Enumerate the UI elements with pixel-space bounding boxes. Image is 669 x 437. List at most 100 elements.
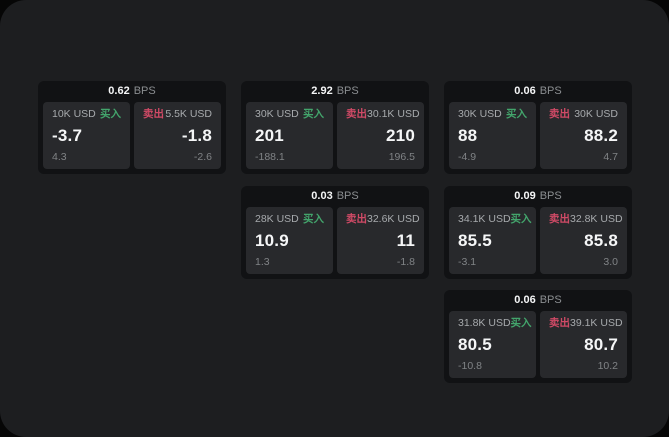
sell-price: -1.8 (181, 126, 212, 145)
card-header: 0.06 BPS (444, 81, 632, 102)
buy-tile-header: 34.1K USD 买入 (458, 213, 532, 225)
card-body: 30K USD 买入 201 -188.1 卖出 30.1K USD 210 1… (241, 102, 429, 174)
sell-sub-value: -1.8 (396, 255, 415, 268)
sell-sub-value: 10.2 (597, 359, 618, 372)
buy-sub-value: -4.9 (458, 150, 477, 163)
buy-tile-header: 30K USD 买入 (458, 109, 527, 120)
bps-unit-label: BPS (539, 294, 562, 306)
sell-sub-value: 3.0 (603, 255, 618, 268)
buy-price: 80.5 (458, 335, 492, 354)
bps-unit-label: BPS (336, 190, 359, 202)
buy-sub-value: 4.3 (52, 150, 67, 163)
quote-card: 0.06 BPS 31.8K USD 买入 80.5 -10.8 卖出 39.1… (444, 290, 632, 383)
sell-price: 88.2 (584, 126, 618, 145)
sell-size-label: 30.1K USD (367, 108, 420, 120)
card-body: 31.8K USD 买入 80.5 -10.8 卖出 39.1K USD 80.… (444, 311, 632, 383)
buy-side-tag: 买入 (506, 108, 527, 120)
sell-size-label: 5.5K USD (165, 108, 212, 120)
buy-tile-header: 10K USD 买入 (52, 109, 121, 120)
sell-tile[interactable]: 卖出 5.5K USD -1.8 -2.6 (134, 102, 221, 169)
sell-sub-value: -2.6 (193, 150, 212, 163)
sell-tile-header: 卖出 39.1K USD (549, 317, 623, 329)
buy-size-label: 31.8K USD (458, 317, 511, 329)
sell-side-tag: 卖出 (549, 213, 570, 225)
card-header: 2.92 BPS (241, 81, 429, 102)
buy-tile-header: 30K USD 买入 (255, 109, 324, 120)
card-header: 0.62 BPS (38, 81, 226, 102)
bps-unit-label: BPS (539, 85, 562, 97)
sell-tile-header: 卖出 32.8K USD (549, 213, 623, 225)
bps-value: 0.03 (311, 190, 333, 202)
sell-sub-value: 4.7 (603, 150, 618, 163)
sell-tile-header: 卖出 5.5K USD (143, 109, 212, 120)
sell-side-tag: 卖出 (143, 108, 164, 120)
sell-side-tag: 卖出 (549, 108, 570, 120)
buy-side-tag: 买入 (510, 213, 532, 225)
buy-size-label: 10K USD (52, 108, 96, 120)
sell-tile[interactable]: 卖出 32.8K USD 85.8 3.0 (540, 207, 627, 274)
sell-price: 210 (386, 126, 415, 145)
sell-price: 85.8 (584, 231, 618, 250)
bps-unit-label: BPS (539, 190, 562, 202)
card-body: 34.1K USD 买入 85.5 -3.1 卖出 32.8K USD 85.8… (444, 207, 632, 279)
bps-value: 2.92 (311, 85, 333, 97)
sell-size-label: 39.1K USD (570, 317, 623, 329)
sell-tile[interactable]: 卖出 32.6K USD 11 -1.8 (337, 207, 424, 274)
card-body: 28K USD 买入 10.9 1.3 卖出 32.6K USD 11 -1.8 (241, 207, 429, 279)
sell-tile-header: 卖出 30K USD (549, 109, 618, 120)
buy-price: -3.7 (52, 126, 83, 145)
buy-side-tag: 买入 (303, 213, 324, 225)
buy-size-label: 28K USD (255, 213, 299, 225)
buy-size-label: 34.1K USD (458, 213, 511, 225)
buy-tile[interactable]: 30K USD 买入 201 -188.1 (246, 102, 333, 169)
buy-tile[interactable]: 30K USD 买入 88 -4.9 (449, 102, 536, 169)
sell-price: 80.7 (584, 335, 618, 354)
sell-tile[interactable]: 卖出 30.1K USD 210 196.5 (337, 102, 424, 169)
buy-size-label: 30K USD (458, 108, 502, 120)
sell-side-tag: 卖出 (346, 108, 367, 120)
bps-value: 0.62 (108, 85, 130, 97)
buy-tile[interactable]: 10K USD 买入 -3.7 4.3 (43, 102, 130, 169)
buy-sub-value: -3.1 (458, 255, 477, 268)
buy-tile[interactable]: 28K USD 买入 10.9 1.3 (246, 207, 333, 274)
card-body: 30K USD 买入 88 -4.9 卖出 30K USD 88.2 4.7 (444, 102, 632, 174)
card-body: 10K USD 买入 -3.7 4.3 卖出 5.5K USD -1.8 -2.… (38, 102, 226, 174)
buy-tile-header: 31.8K USD 买入 (458, 317, 532, 329)
card-header: 0.09 BPS (444, 186, 632, 207)
quote-card: 0.06 BPS 30K USD 买入 88 -4.9 卖出 30K USD 8… (444, 81, 632, 174)
buy-side-tag: 买入 (100, 108, 121, 120)
bps-value: 0.06 (514, 294, 536, 306)
bps-unit-label: BPS (133, 85, 156, 97)
buy-sub-value: -10.8 (458, 359, 482, 372)
buy-tile-header: 28K USD 买入 (255, 214, 324, 225)
quote-card: 2.92 BPS 30K USD 买入 201 -188.1 卖出 30.1K … (241, 81, 429, 174)
bps-unit-label: BPS (336, 85, 359, 97)
sell-price: 11 (396, 231, 415, 250)
sell-tile-header: 卖出 32.6K USD (346, 213, 420, 225)
bps-value: 0.09 (514, 190, 536, 202)
sell-size-label: 32.6K USD (367, 213, 420, 225)
sell-tile[interactable]: 卖出 39.1K USD 80.7 10.2 (540, 311, 627, 378)
sell-sub-value: 196.5 (388, 150, 415, 163)
buy-side-tag: 买入 (303, 108, 324, 120)
buy-sub-value: -188.1 (255, 150, 285, 163)
sell-tile[interactable]: 卖出 30K USD 88.2 4.7 (540, 102, 627, 169)
card-header: 0.03 BPS (241, 186, 429, 207)
sell-size-label: 30K USD (574, 108, 618, 120)
buy-price: 10.9 (255, 231, 289, 250)
quote-card: 0.03 BPS 28K USD 买入 10.9 1.3 卖出 32.6K US… (241, 186, 429, 279)
sell-size-label: 32.8K USD (570, 213, 623, 225)
sell-side-tag: 卖出 (346, 213, 367, 225)
buy-tile[interactable]: 34.1K USD 买入 85.5 -3.1 (449, 207, 536, 274)
bps-value: 0.06 (514, 85, 536, 97)
sell-side-tag: 卖出 (549, 317, 570, 329)
buy-size-label: 30K USD (255, 108, 299, 120)
buy-tile[interactable]: 31.8K USD 买入 80.5 -10.8 (449, 311, 536, 378)
buy-price: 201 (255, 126, 284, 145)
buy-sub-value: 1.3 (255, 255, 270, 268)
card-header: 0.06 BPS (444, 290, 632, 311)
sell-tile-header: 卖出 30.1K USD (346, 108, 420, 120)
buy-price: 88 (458, 126, 478, 145)
